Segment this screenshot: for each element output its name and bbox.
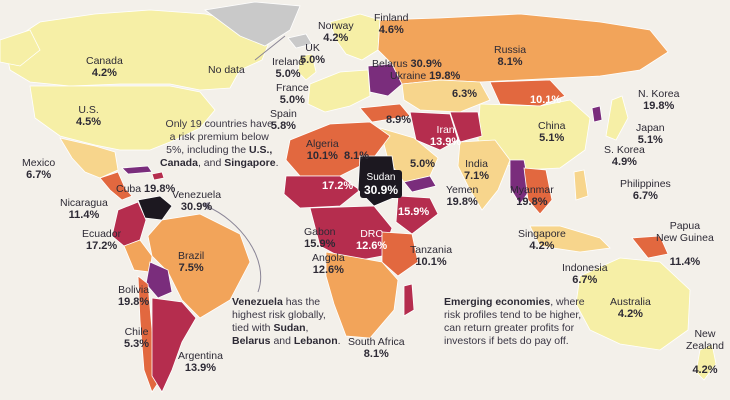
east-africa-shape	[381, 231, 419, 277]
label-argentina: Argentina 13.9%	[178, 350, 223, 374]
label-libya-egypt: 8.1%	[344, 150, 370, 162]
yemen-shape	[403, 175, 437, 193]
scandinavia-shape	[329, 13, 381, 61]
emerging-economies-note: Emerging economies, where risk profiles …	[444, 296, 585, 347]
label-algeria: Algeria 10.1%	[306, 138, 339, 162]
iran-shape	[409, 111, 459, 151]
nkorea-shape	[591, 105, 603, 123]
label-singapore: Singapore 4.2%	[518, 228, 566, 252]
horn-africa-shape	[395, 195, 439, 235]
label-central-asia: 6.3%	[452, 88, 478, 100]
label-mongolia-area: 10.1%	[530, 94, 562, 106]
usa-shape	[29, 85, 216, 151]
label-venezuela: Venezuela 30.9%	[172, 189, 222, 213]
label-belarus: Belarus 30.9%	[372, 58, 442, 70]
madagascar-shape	[403, 283, 415, 317]
label-yemen: Yemen 19.8%	[446, 184, 479, 208]
label-nicaragua: Nicaragua 11.4%	[60, 197, 108, 221]
label-mexico: Mexico 6.7%	[22, 157, 56, 181]
png-shape	[631, 235, 669, 259]
central-america-shape	[99, 171, 133, 201]
canada-shape	[4, 9, 271, 91]
label-drc: DRC 12.6%	[356, 228, 388, 252]
label-russia: Russia 8.1%	[494, 44, 527, 68]
label-saudi: 5.0%	[410, 158, 436, 170]
label-finland: Finland 4.6%	[374, 12, 409, 36]
turkey-shape	[359, 103, 411, 123]
label-australia: Australia 4.2%	[610, 296, 651, 320]
label-sudan: Sudan 30.9%	[360, 170, 403, 198]
label-philippines: Philippines 6.7%	[620, 178, 671, 202]
indonesia-shape	[529, 225, 611, 253]
southern-africa-shape	[325, 251, 399, 339]
bolivia-shape	[145, 261, 173, 299]
label-ethiopia-somalia: 15.9%	[398, 206, 430, 218]
argentina-shape	[151, 297, 197, 393]
mexico-shape	[59, 137, 119, 179]
label-china: China 5.1%	[538, 120, 566, 144]
venezuela-leader-arrow	[202, 202, 210, 210]
label-myanmar: Myanmar 19.8%	[510, 184, 554, 208]
no-data-label: No data	[208, 64, 245, 76]
afghanistan-shape	[449, 111, 483, 143]
label-ukraine: Ukraine 19.8%	[390, 70, 461, 82]
no-data-leader-line	[254, 35, 286, 61]
label-nz: New Zealand 4.2%	[686, 328, 724, 376]
mongolia-shape	[489, 79, 566, 107]
low-risk-note: Only 19 countries have a risk premium be…	[160, 118, 279, 169]
label-png: Papua New Guinea 11.4%	[656, 220, 714, 268]
cuba-shape	[121, 165, 153, 175]
label-ireland: Ireland 5.0%	[272, 56, 305, 80]
nz-shape	[695, 343, 717, 381]
label-brazil: Brazil 7.5%	[178, 250, 205, 274]
australia-shape	[575, 257, 691, 351]
label-southafrica: South Africa 8.1%	[348, 336, 405, 360]
label-japan: Japan 5.1%	[636, 122, 665, 146]
peru-shape	[123, 239, 153, 273]
label-chile: Chile 5.3%	[124, 326, 150, 350]
philippines-shape	[573, 169, 589, 201]
label-uk: UK 5.0%	[300, 42, 326, 66]
label-france: France 5.0%	[276, 82, 309, 106]
label-nkorea: N. Korea 19.8%	[638, 88, 680, 112]
label-us: U.S. 4.5%	[76, 104, 102, 128]
venezuela-leader-line	[205, 205, 262, 293]
label-skorea: S. Korea 4.9%	[604, 144, 645, 168]
label-canada: Canada 4.2%	[86, 55, 123, 79]
label-norway: Norway 4.2%	[318, 20, 354, 44]
caribbean-islands-shape	[151, 171, 165, 181]
india-shape	[457, 139, 511, 211]
brazil-shape	[147, 213, 251, 319]
greenland-shape	[203, 1, 301, 47]
alaska-shape	[0, 29, 41, 67]
label-mali-niger: 17.2%	[322, 180, 354, 192]
label-turkey-area: 8.9%	[386, 114, 412, 126]
label-cuba: Cuba 19.8%	[116, 183, 176, 195]
western-europe-shape	[307, 69, 371, 113]
label-bolivia: Bolivia 19.8%	[118, 284, 150, 308]
label-india: India 7.1%	[464, 158, 490, 182]
iceland-shape	[287, 33, 313, 49]
label-iran: Iran 13.9%	[430, 124, 462, 148]
belarus-ukraine-shape	[367, 63, 403, 97]
japan-shape	[605, 95, 629, 141]
russia-shape	[377, 13, 669, 85]
label-ecuador: Ecuador 17.2%	[82, 228, 122, 252]
venezuela-note: Venezuela has the highest risk globally,…	[232, 296, 341, 347]
central-asia-shape	[401, 79, 491, 113]
label-spain: Spain 5.8%	[270, 108, 297, 132]
sahel-shape	[283, 175, 361, 209]
se-asia-shape	[523, 167, 553, 215]
uk-ireland-shape	[297, 53, 317, 81]
label-indonesia: Indonesia 6.7%	[562, 262, 608, 286]
label-tanzania: Tanzania 10.1%	[410, 244, 453, 268]
label-angola: Angola 12.6%	[312, 252, 345, 276]
label-gabon: Gabon 15.9%	[304, 226, 336, 250]
